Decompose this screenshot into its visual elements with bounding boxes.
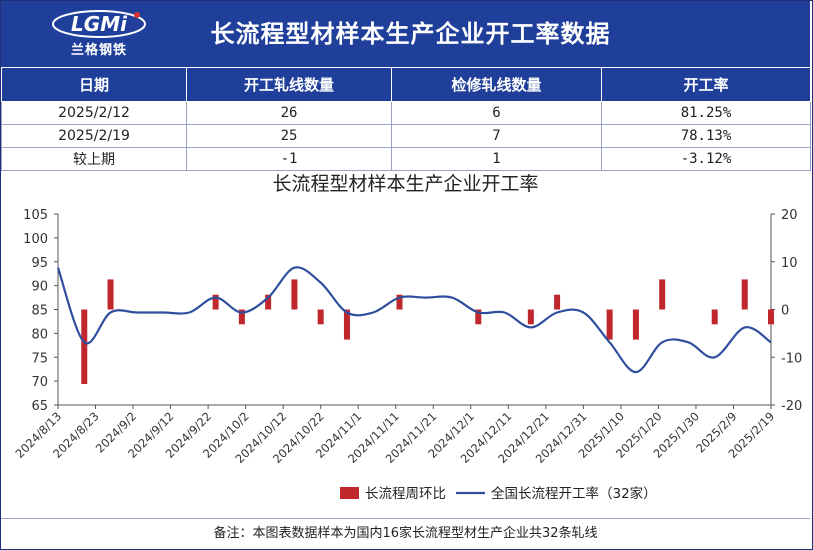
column-header: 开工率 <box>601 67 811 102</box>
y-right-tick-label: -20 <box>781 399 802 414</box>
y-right-tick-label: 10 <box>781 256 798 271</box>
bar-weekly-change <box>711 309 718 325</box>
table-cell: 26 <box>186 101 392 125</box>
chart-title: 长流程型材样本生产企业开工率 <box>272 173 539 195</box>
y-left-tick-label: 105 <box>23 208 48 223</box>
chart-area: 长流程型材样本生产企业开工率 65 70 75 80 85 90 95 100 105 -20 -1… <box>1 163 810 518</box>
bar-weekly-change <box>606 309 613 340</box>
bar-weekly-change <box>632 309 639 340</box>
bar-weekly-change <box>554 294 561 310</box>
table-cell: -3.12% <box>601 147 811 171</box>
y-left-tick-label: 100 <box>23 232 48 247</box>
bar-weekly-change <box>317 309 324 325</box>
bar-weekly-change <box>741 279 748 310</box>
table-cell: 6 <box>391 101 602 125</box>
bar-weekly-change <box>659 279 666 310</box>
table-cell: -1 <box>186 147 392 171</box>
y-left-tick-label: 75 <box>31 351 48 366</box>
table-cell: 81.25% <box>601 101 811 125</box>
y-right-tick-label: 0 <box>781 304 789 319</box>
y-left-tick-label: 95 <box>31 256 48 271</box>
y-left-tick-label: 65 <box>31 399 48 414</box>
table-cell: 2025/2/12 <box>1 101 187 125</box>
table-row: 2025/2/12 26 6 81.25% <box>1 101 811 125</box>
column-header: 日期 <box>1 67 187 102</box>
table-cell: 25 <box>186 124 392 148</box>
table-cell: 2025/2/19 <box>1 124 187 148</box>
bar-weekly-change <box>768 309 774 325</box>
column-header: 检修轧线数量 <box>391 67 602 102</box>
y-left-tick-label: 90 <box>31 280 48 295</box>
bar-weekly-change <box>396 294 403 310</box>
table-cell: 78.13% <box>601 124 811 148</box>
line-national-utilization <box>56 266 772 374</box>
logo-mark-text: LGMi <box>71 12 128 36</box>
table-row: 较上期 -1 1 -3.12% <box>1 147 811 171</box>
chart-svg: 65707580859095100105-20-10010202024/8/13… <box>13 208 803 502</box>
bar-weekly-change <box>475 309 482 325</box>
report-header: LGMi 兰格钢铁 长流程型材样本生产企业开工率数据 <box>1 1 810 67</box>
bar-weekly-change <box>81 309 88 384</box>
y-left-tick-label: 85 <box>31 304 48 319</box>
table-row: 2025/2/19 25 7 78.13% <box>1 124 811 148</box>
table-cell: 1 <box>391 147 602 171</box>
bar-weekly-change <box>265 294 272 310</box>
logo-text: 兰格钢铁 <box>70 43 127 58</box>
y-right-tick-label: 20 <box>781 208 798 223</box>
y-left-tick-label: 70 <box>31 375 48 390</box>
legend-bar-label: 长流程周环比 <box>365 486 446 502</box>
logo-mark-icon: LGMi <box>52 10 146 38</box>
bar-weekly-change <box>238 309 245 325</box>
bar-weekly-change <box>527 309 534 325</box>
bar-weekly-change <box>343 309 350 340</box>
bar-weekly-change <box>107 279 114 310</box>
y-left-tick-label: 80 <box>31 327 48 342</box>
footnote: 备注：本图表数据样本为国内16家长流程型材生产企业共32条轧线 <box>1 518 810 549</box>
legend-bar-swatch <box>340 487 359 499</box>
table-cell: 7 <box>391 124 602 148</box>
column-header: 开工轧线数量 <box>186 67 392 102</box>
brand-logo: LGMi 兰格钢铁 <box>51 9 147 59</box>
page-title: 长流程型材样本生产企业开工率数据 <box>210 20 611 48</box>
utilization-table: 日期 开工轧线数量 检修轧线数量 开工率 2025/2/12 26 6 81.2… <box>1 67 811 171</box>
table-header-row: 日期 开工轧线数量 检修轧线数量 开工率 <box>1 67 811 102</box>
bar-weekly-change <box>212 294 219 310</box>
bar-weekly-change <box>291 279 298 310</box>
y-right-tick-label: -10 <box>781 351 802 366</box>
table-cell: 较上期 <box>1 147 187 171</box>
legend-line-label: 全国长流程开工率（32家） <box>491 485 657 502</box>
